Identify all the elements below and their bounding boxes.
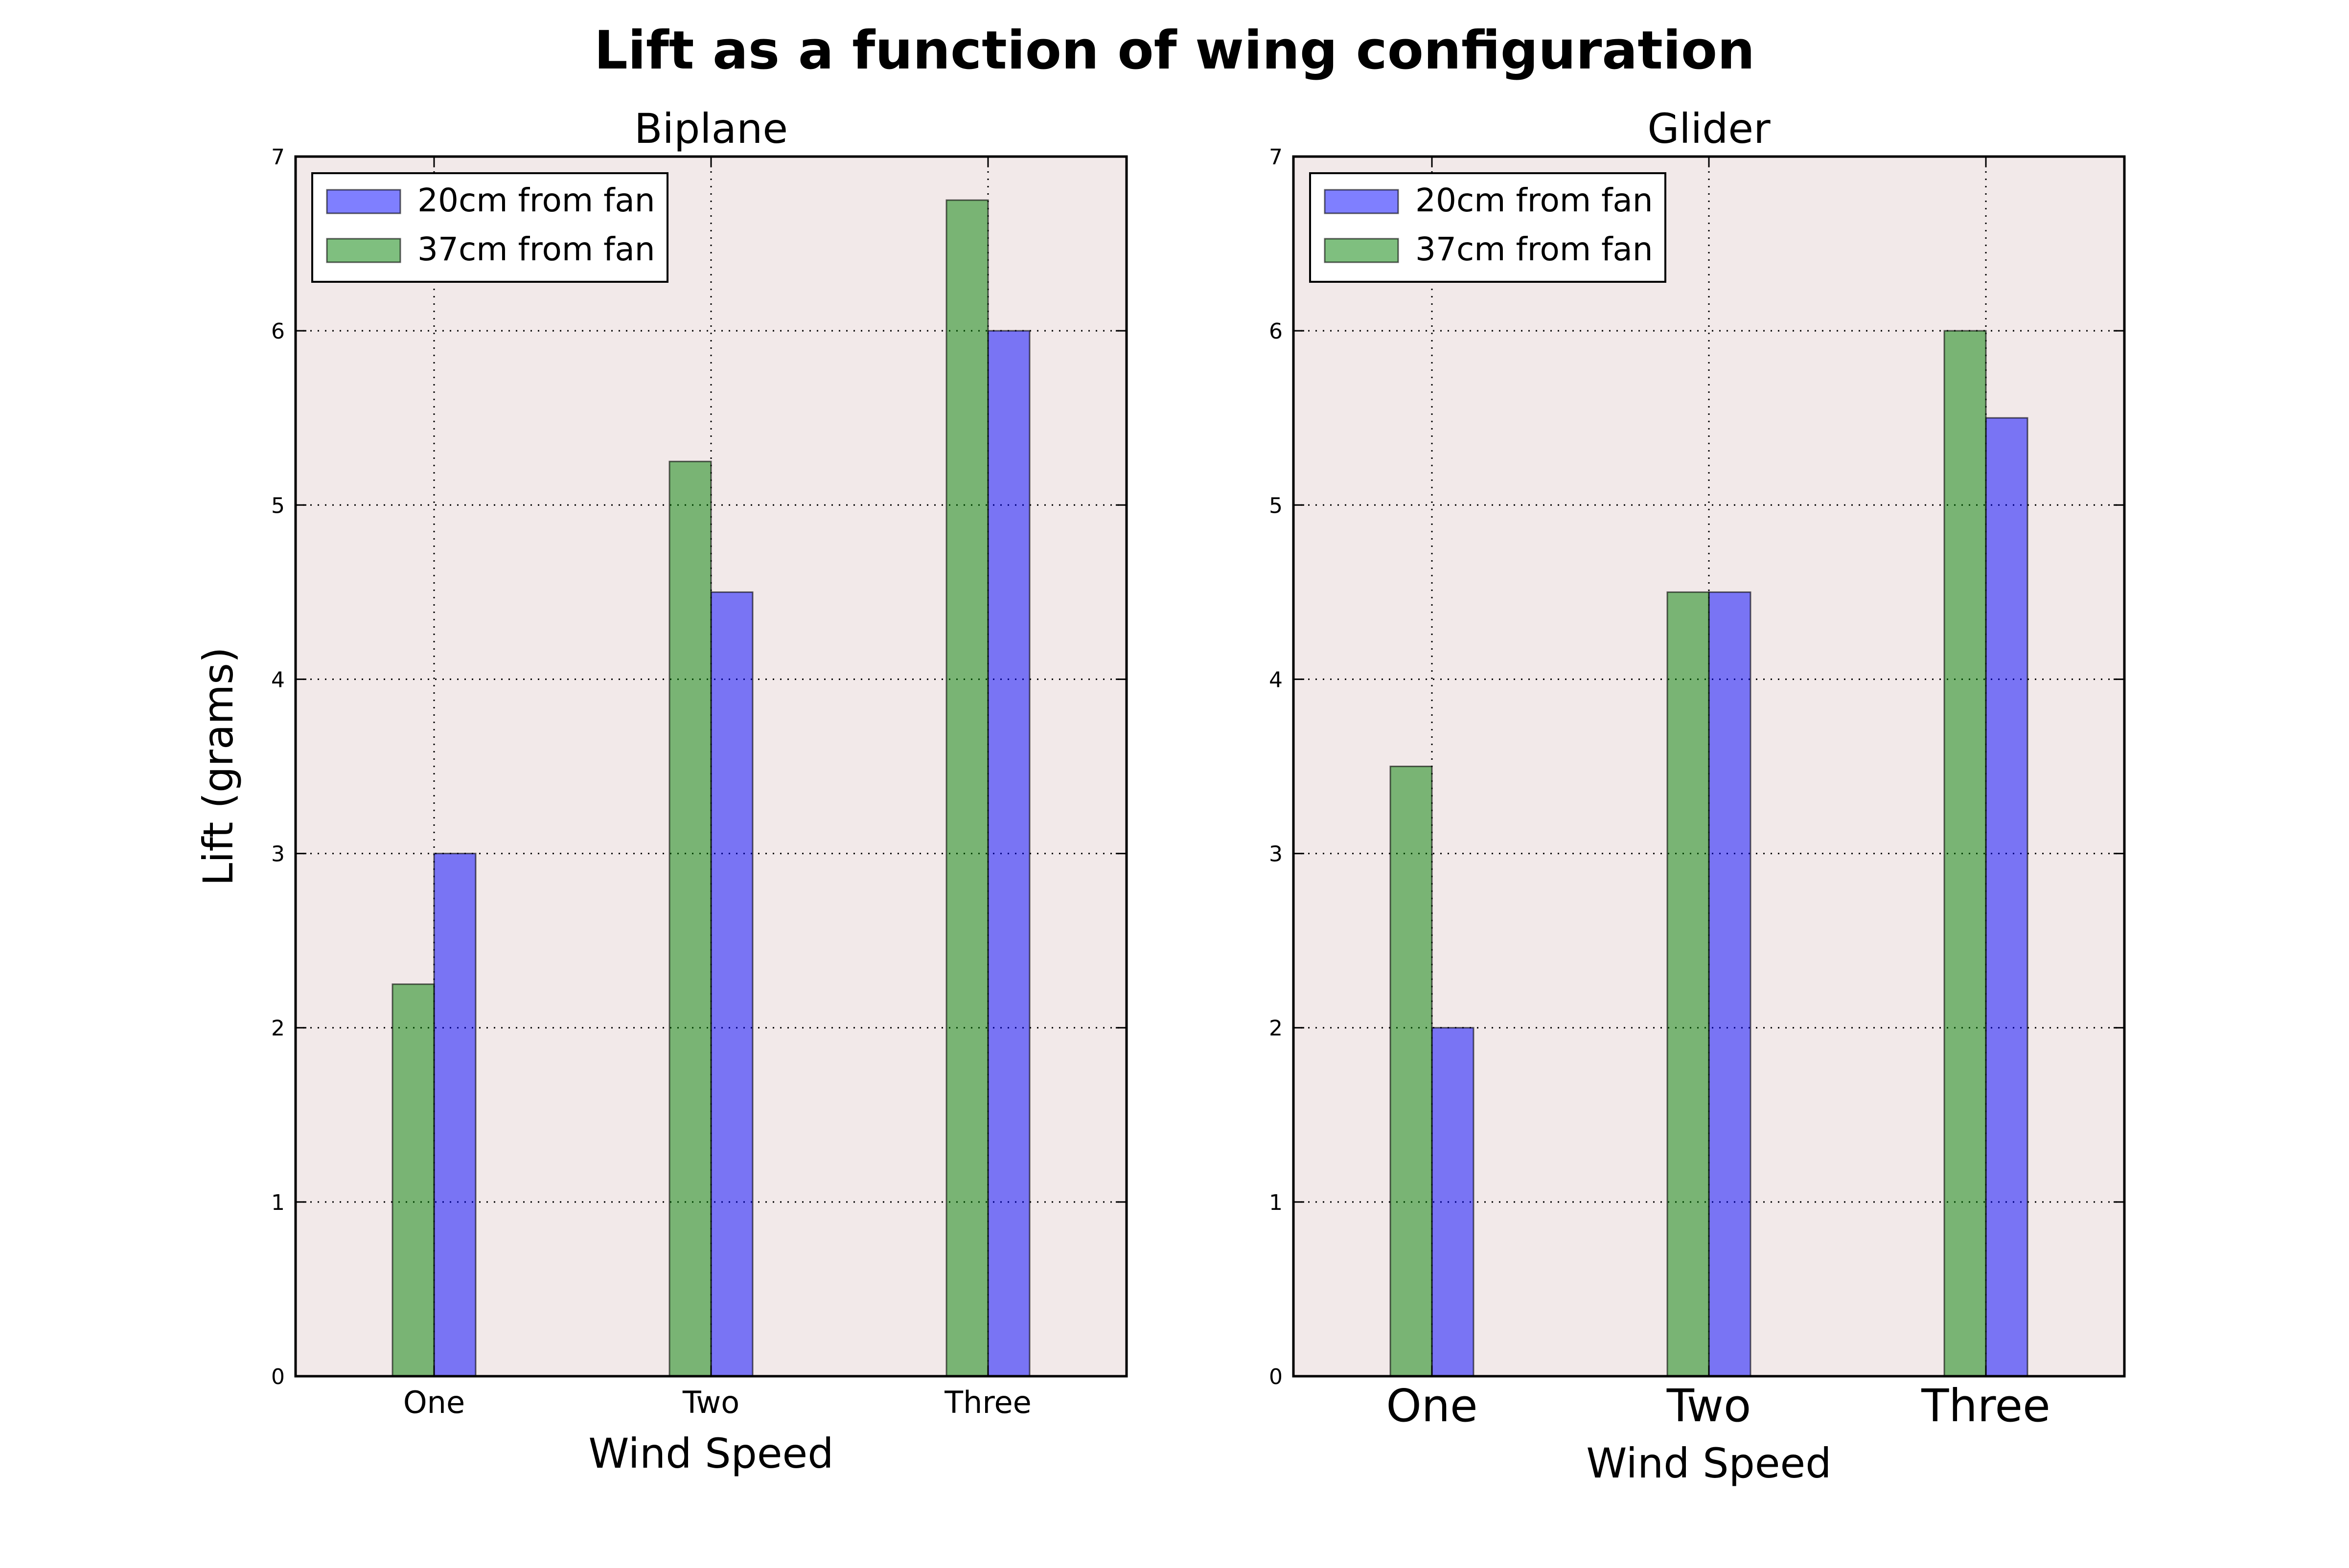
legend-swatch-20cm <box>326 189 401 214</box>
x-tick-label: One <box>1386 1380 1477 1432</box>
figure-title: Lift as a function of wing configuration <box>594 20 1755 81</box>
y-tick-label: 1 <box>271 1190 285 1215</box>
bar-37cm-three <box>945 199 989 1377</box>
legend-swatch-37cm <box>1324 238 1399 263</box>
legend-label: 20cm from fan <box>1415 182 1653 219</box>
y-tick-label: 6 <box>271 319 285 344</box>
y-tick-label: 0 <box>1269 1364 1283 1389</box>
bar-20cm-two <box>710 591 754 1377</box>
legend-label: 37cm from fan <box>1415 230 1653 268</box>
legend-swatch-37cm <box>326 238 401 263</box>
x-tick-label: One <box>403 1385 465 1420</box>
legend-label: 20cm from fan <box>417 182 655 219</box>
y-tick-label: 3 <box>1269 842 1283 867</box>
y-tick-label: 6 <box>1269 319 1283 344</box>
bar-37cm-one <box>392 983 435 1377</box>
legend-label: 37cm from fan <box>417 230 655 268</box>
subplot-title: Glider <box>1647 105 1771 153</box>
y-tick-label: 7 <box>1269 145 1283 170</box>
y-tick-label: 2 <box>271 1016 285 1041</box>
legend: 20cm from fan 37cm from fan <box>1309 172 1666 283</box>
bar-37cm-three <box>1943 330 1987 1377</box>
bar-37cm-two <box>668 460 712 1377</box>
y-tick-label: 2 <box>1269 1016 1283 1041</box>
bar-20cm-one <box>433 853 477 1377</box>
bar-20cm-three <box>1985 417 2028 1377</box>
y-tick-label: 0 <box>271 1364 285 1389</box>
bar-37cm-two <box>1666 591 1710 1377</box>
y-tick-label: 7 <box>271 145 285 170</box>
x-tick-label: Three <box>1921 1380 2050 1432</box>
subplot-title: Biplane <box>634 105 788 153</box>
y-tick-label: 4 <box>1269 667 1283 692</box>
bar-37cm-one <box>1389 766 1433 1377</box>
bar-20cm-one <box>1431 1027 1474 1377</box>
y-tick-label: 4 <box>271 667 285 692</box>
y-tick-label: 3 <box>271 842 285 867</box>
x-tick-label: Two <box>682 1385 739 1420</box>
x-axis-label: Wind Speed <box>588 1430 833 1477</box>
bar-20cm-three <box>987 330 1031 1377</box>
y-tick-label: 1 <box>1269 1190 1283 1215</box>
x-tick-label: Three <box>944 1385 1032 1420</box>
x-axis-label: Wind Speed <box>1586 1439 1831 1487</box>
y-tick-label: 5 <box>271 493 285 518</box>
x-tick-label: Two <box>1666 1380 1751 1432</box>
y-tick-label: 5 <box>1269 493 1283 518</box>
subplot-biplane: 0 1 2 3 4 5 6 7 One Two Three Biplane Wind Speed Lift… <box>194 105 1128 1477</box>
legend: 20cm from fan 37cm from fan <box>311 172 668 283</box>
bar-20cm-two <box>1708 591 1751 1377</box>
y-axis-label: Lift (grams) <box>194 647 242 886</box>
subplot-glider: 0 1 2 3 4 5 6 7 One Two Three Glider Wind Speed 20cm … <box>1269 105 2126 1487</box>
legend-swatch-20cm <box>1324 189 1399 214</box>
